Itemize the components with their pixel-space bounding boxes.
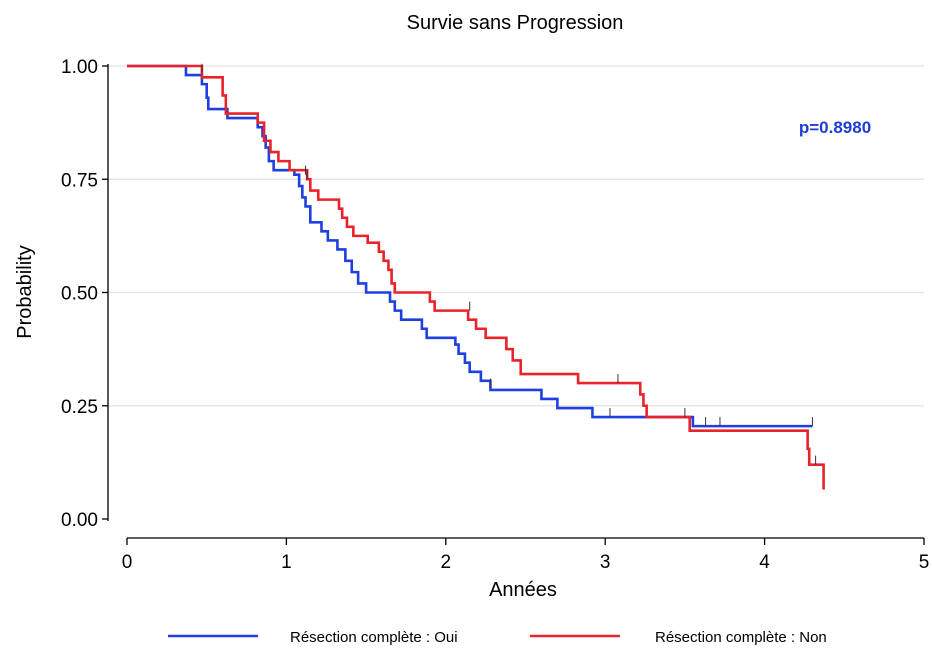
axes: 0.00 0.25 0.50 0.75 1.00 0 1 2 3 4 5 [61, 57, 929, 573]
legend-label-non: Résection complète : Non [655, 629, 827, 646]
x-tick-label: 0 [122, 552, 133, 573]
p-value-annotation: p=0.8980 [799, 118, 871, 137]
gridlines [108, 65, 924, 407]
series-layer [127, 63, 825, 490]
y-tick-label: 0.75 [61, 170, 98, 191]
x-tick-label: 1 [281, 552, 292, 573]
chart-title: Survie sans Progression [407, 12, 624, 34]
x-tick-label: 4 [759, 552, 770, 573]
y-tick-label: 0.25 [61, 397, 98, 418]
legend: Résection complète : Oui Résection complè… [168, 629, 827, 646]
x-tick-label: 5 [919, 552, 930, 573]
x-tick-label: 3 [600, 552, 611, 573]
x-tick-label: 2 [441, 552, 452, 573]
y-tick-label: 0.00 [61, 510, 98, 531]
x-axis-label: Années [489, 579, 557, 601]
y-tick-label: 0.50 [61, 284, 98, 305]
legend-label-oui: Résection complète : Oui [290, 629, 458, 646]
y-axis-label: Probability [14, 245, 36, 338]
y-tick-label: 1.00 [61, 57, 98, 78]
series-line-non [127, 64, 825, 490]
series-line-oui [127, 64, 813, 428]
